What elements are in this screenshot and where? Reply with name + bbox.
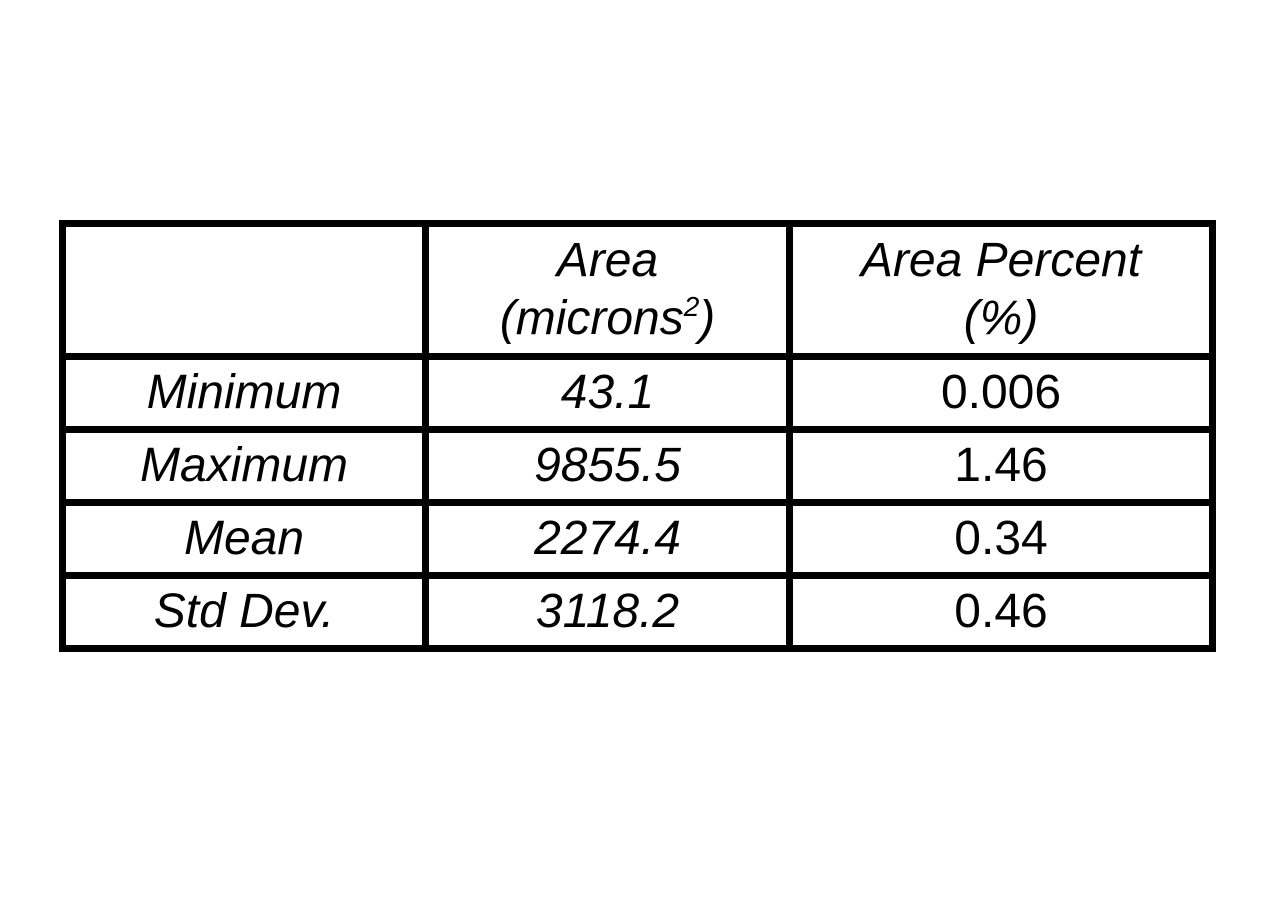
header-percent-line1: Area Percent xyxy=(860,234,1142,287)
header-area-line2: (microns xyxy=(499,292,684,345)
header-area-paren: ) xyxy=(699,292,716,345)
row-label: Maximum xyxy=(59,426,429,506)
percent-value: 1.46 xyxy=(786,426,1216,506)
header-area: Area (microns2) xyxy=(422,220,793,360)
row-label: Minimum xyxy=(59,353,429,433)
header-area-line1: Area xyxy=(556,234,659,287)
row-label: Mean xyxy=(59,499,429,579)
table-row: Mean 2274.4 0.34 xyxy=(59,499,1216,579)
area-value: 43.1 xyxy=(422,353,793,433)
statistics-table: Area (microns2) Area Percent (%) Minimum 4… xyxy=(59,220,1216,652)
area-value: 3118.2 xyxy=(422,572,793,652)
area-value: 2274.4 xyxy=(422,499,793,579)
header-row: Area (microns2) Area Percent (%) xyxy=(59,220,1216,360)
area-value: 9855.5 xyxy=(422,426,793,506)
header-empty-cell xyxy=(59,220,429,360)
percent-value: 0.34 xyxy=(786,499,1216,579)
header-area-percent: Area Percent (%) xyxy=(786,220,1216,360)
row-label: Std Dev. xyxy=(59,572,429,652)
percent-value: 0.46 xyxy=(786,572,1216,652)
table-row: Minimum 43.1 0.006 xyxy=(59,353,1216,433)
header-area-superscript: 2 xyxy=(683,291,700,322)
percent-value: 0.006 xyxy=(786,353,1216,433)
table-row: Std Dev. 3118.2 0.46 xyxy=(59,572,1216,652)
header-percent-line2: (%) xyxy=(963,292,1039,345)
table-row: Maximum 9855.5 1.46 xyxy=(59,426,1216,506)
